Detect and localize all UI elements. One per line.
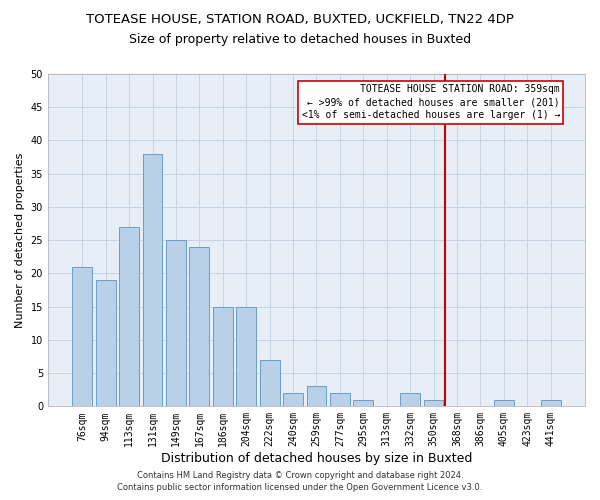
Bar [494, 400, 514, 406]
Bar [260, 360, 280, 406]
Bar [330, 393, 350, 406]
X-axis label: Distribution of detached houses by size in Buxted: Distribution of detached houses by size … [161, 452, 472, 465]
Text: TOTEASE HOUSE STATION ROAD: 359sqm
← >99% of detached houses are smaller (201)
<: TOTEASE HOUSE STATION ROAD: 359sqm ← >99… [302, 84, 560, 120]
Bar [307, 386, 326, 406]
Bar [400, 393, 420, 406]
Y-axis label: Number of detached properties: Number of detached properties [15, 152, 25, 328]
Bar [353, 400, 373, 406]
Text: Size of property relative to detached houses in Buxted: Size of property relative to detached ho… [129, 32, 471, 46]
Bar [190, 247, 209, 406]
Bar [213, 306, 233, 406]
Bar [236, 306, 256, 406]
Bar [96, 280, 116, 406]
Bar [119, 227, 139, 406]
Bar [73, 267, 92, 406]
Bar [166, 240, 186, 406]
Text: TOTEASE HOUSE, STATION ROAD, BUXTED, UCKFIELD, TN22 4DP: TOTEASE HOUSE, STATION ROAD, BUXTED, UCK… [86, 12, 514, 26]
Bar [424, 400, 443, 406]
Bar [283, 393, 303, 406]
Bar [143, 154, 163, 406]
Bar [541, 400, 560, 406]
Text: Contains HM Land Registry data © Crown copyright and database right 2024.
Contai: Contains HM Land Registry data © Crown c… [118, 471, 482, 492]
